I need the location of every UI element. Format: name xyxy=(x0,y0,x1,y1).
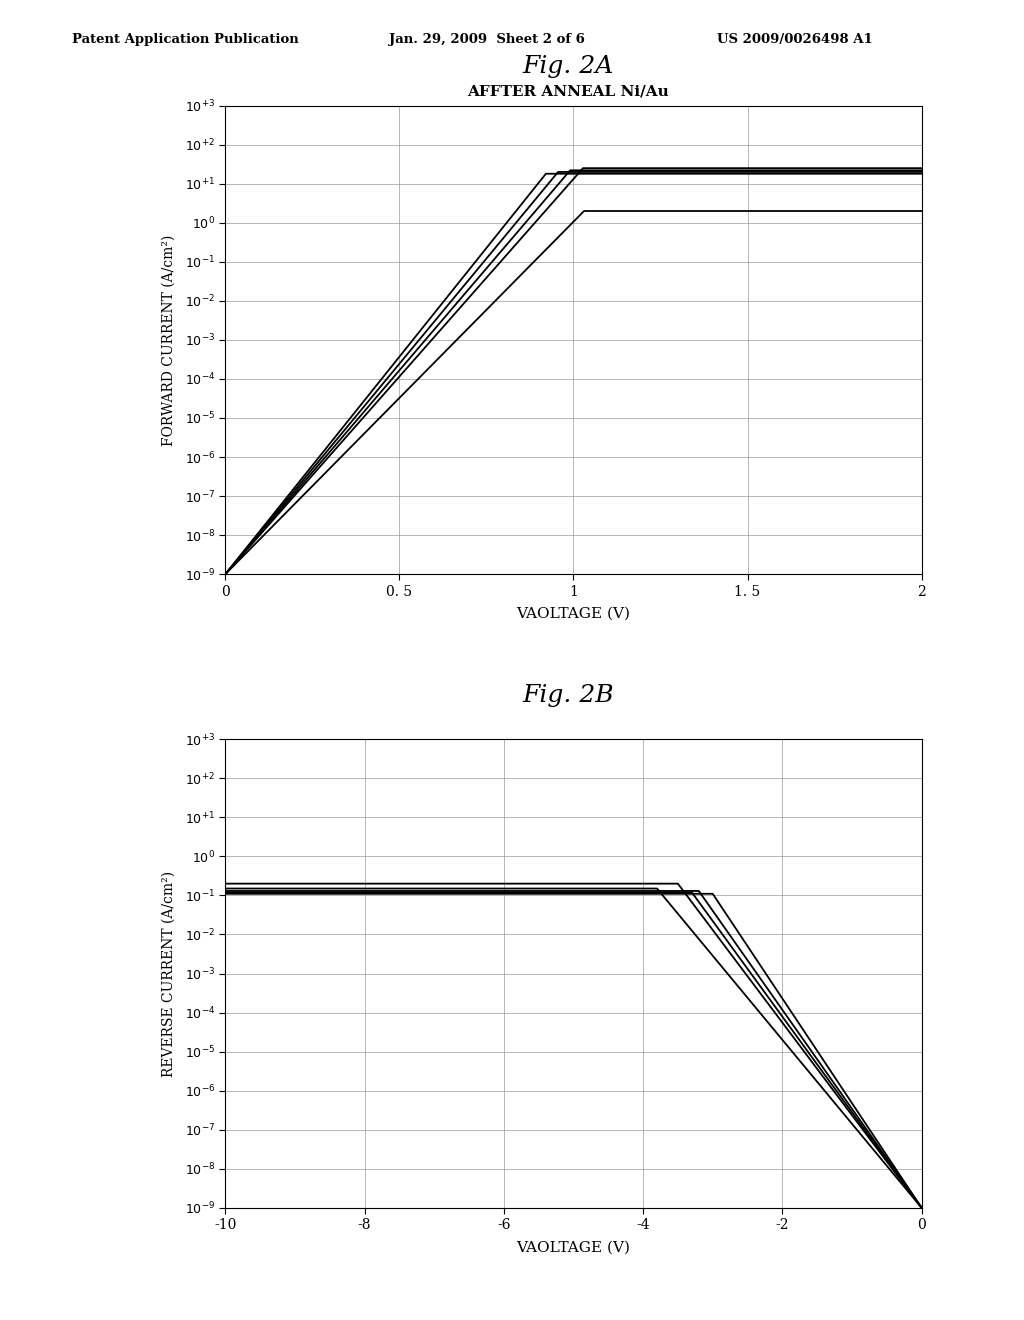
X-axis label: VAOLTAGE (V): VAOLTAGE (V) xyxy=(516,607,631,620)
Text: AFFTER ANNEAL Ni/Au: AFFTER ANNEAL Ni/Au xyxy=(467,84,670,98)
Text: Fig. 2B: Fig. 2B xyxy=(522,684,614,708)
X-axis label: VAOLTAGE (V): VAOLTAGE (V) xyxy=(516,1241,631,1254)
Text: Patent Application Publication: Patent Application Publication xyxy=(72,33,298,46)
Y-axis label: REVERSE CURRENT (A/cm²): REVERSE CURRENT (A/cm²) xyxy=(162,870,176,1077)
Text: Fig. 2A: Fig. 2A xyxy=(522,54,614,78)
Y-axis label: FORWARD CURRENT (A/cm²): FORWARD CURRENT (A/cm²) xyxy=(162,234,176,446)
Text: US 2009/0026498 A1: US 2009/0026498 A1 xyxy=(717,33,872,46)
Text: Jan. 29, 2009  Sheet 2 of 6: Jan. 29, 2009 Sheet 2 of 6 xyxy=(389,33,585,46)
